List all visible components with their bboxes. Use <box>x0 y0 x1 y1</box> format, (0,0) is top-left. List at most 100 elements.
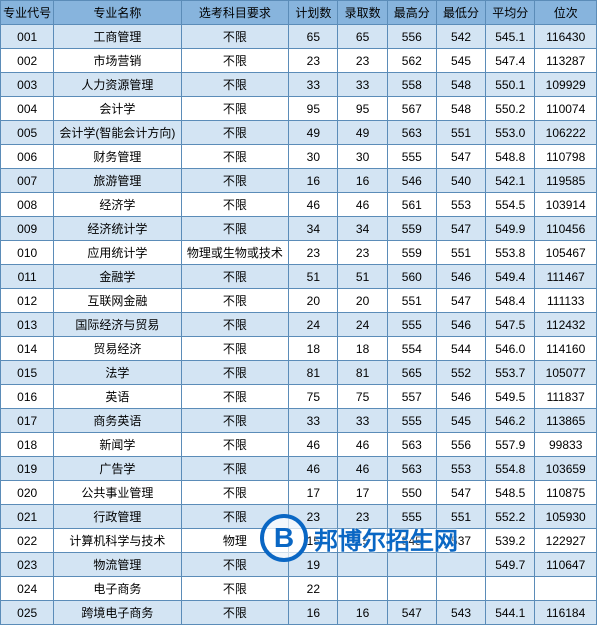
table-cell: 551 <box>436 121 485 145</box>
col-header: 专业名称 <box>54 1 181 25</box>
table-cell: 不限 <box>181 433 289 457</box>
table-cell: 电子商务 <box>54 577 181 601</box>
table-row: 024电子商务不限22 <box>1 577 597 601</box>
table-cell: 563 <box>387 457 436 481</box>
table-cell: 34 <box>338 217 387 241</box>
table-row: 007旅游管理不限1616546540542.1119585 <box>1 169 597 193</box>
table-cell: 553.7 <box>486 361 535 385</box>
table-cell: 549.9 <box>486 217 535 241</box>
table-row: 018新闻学不限4646563556557.999833 <box>1 433 597 457</box>
table-cell: 546 <box>436 313 485 337</box>
table-cell: 114160 <box>535 337 597 361</box>
table-row: 008经济学不限4646561553554.5103914 <box>1 193 597 217</box>
table-cell: 545 <box>436 49 485 73</box>
table-cell: 99833 <box>535 433 597 457</box>
table-cell: 46 <box>338 193 387 217</box>
table-cell: 46 <box>338 457 387 481</box>
table-cell: 018 <box>1 433 54 457</box>
table-cell: 16 <box>289 601 338 625</box>
table-cell: 551 <box>387 289 436 313</box>
table-cell: 556 <box>436 433 485 457</box>
table-cell: 537 <box>436 529 485 553</box>
table-cell: 544.1 <box>486 601 535 625</box>
table-cell: 539.2 <box>486 529 535 553</box>
table-row: 025跨境电子商务不限1616547543544.1116184 <box>1 601 597 625</box>
table-cell: 75 <box>289 385 338 409</box>
table-cell <box>436 577 485 601</box>
table-cell: 不限 <box>181 121 289 145</box>
table-cell: 行政管理 <box>54 505 181 529</box>
table-row: 001工商管理不限6565556542545.1116430 <box>1 25 597 49</box>
table-cell: 经济学 <box>54 193 181 217</box>
table-cell: 545 <box>436 409 485 433</box>
table-row: 022计算机科学与技术物理1515545537539.2122927 <box>1 529 597 553</box>
table-cell: 017 <box>1 409 54 433</box>
table-row: 021行政管理不限2323555551552.2105930 <box>1 505 597 529</box>
table-cell: 81 <box>338 361 387 385</box>
table-cell: 553 <box>436 457 485 481</box>
table-cell: 不限 <box>181 601 289 625</box>
table-cell: 不限 <box>181 553 289 577</box>
table-cell: 95 <box>338 97 387 121</box>
table-cell: 商务英语 <box>54 409 181 433</box>
table-cell: 021 <box>1 505 54 529</box>
table-cell: 561 <box>387 193 436 217</box>
table-cell: 111133 <box>535 289 597 313</box>
table-row: 004会计学不限9595567548550.2110074 <box>1 97 597 121</box>
table-cell: 023 <box>1 553 54 577</box>
table-row: 019广告学不限4646563553554.8103659 <box>1 457 597 481</box>
table-cell: 23 <box>289 49 338 73</box>
table-cell: 548 <box>436 97 485 121</box>
col-header: 最高分 <box>387 1 436 25</box>
table-cell: 546 <box>387 169 436 193</box>
table-cell: 555 <box>387 505 436 529</box>
table-cell: 122927 <box>535 529 597 553</box>
table-cell: 547 <box>387 601 436 625</box>
table-cell: 30 <box>338 145 387 169</box>
table-cell: 552 <box>436 361 485 385</box>
table-cell: 105467 <box>535 241 597 265</box>
table-cell: 物理 <box>181 529 289 553</box>
table-cell: 23 <box>338 241 387 265</box>
table-cell: 004 <box>1 97 54 121</box>
table-cell: 65 <box>338 25 387 49</box>
table-cell: 物流管理 <box>54 553 181 577</box>
table-cell: 会计学(智能会计方向) <box>54 121 181 145</box>
table-cell: 546.0 <box>486 337 535 361</box>
table-cell: 英语 <box>54 385 181 409</box>
table-cell: 550 <box>387 481 436 505</box>
table-cell: 不限 <box>181 481 289 505</box>
table-cell: 不限 <box>181 313 289 337</box>
table-cell: 不限 <box>181 289 289 313</box>
table-cell: 002 <box>1 49 54 73</box>
table-cell <box>387 553 436 577</box>
table-cell: 549.7 <box>486 553 535 577</box>
table-cell: 112432 <box>535 313 597 337</box>
table-cell: 16 <box>338 601 387 625</box>
table-cell: 560 <box>387 265 436 289</box>
table-cell: 33 <box>338 409 387 433</box>
table-row: 017商务英语不限3333555545546.2113865 <box>1 409 597 433</box>
table-cell: 65 <box>289 25 338 49</box>
table-cell: 548 <box>436 73 485 97</box>
table-cell: 106222 <box>535 121 597 145</box>
table-cell: 006 <box>1 145 54 169</box>
table-cell: 46 <box>289 433 338 457</box>
table-cell: 552.2 <box>486 505 535 529</box>
table-cell: 545.1 <box>486 25 535 49</box>
table-cell: 111837 <box>535 385 597 409</box>
table-row: 020公共事业管理不限1717550547548.5110875 <box>1 481 597 505</box>
table-row: 023物流管理不限19549.7110647 <box>1 553 597 577</box>
table-cell: 24 <box>338 313 387 337</box>
table-cell: 565 <box>387 361 436 385</box>
table-cell: 540 <box>436 169 485 193</box>
table-cell: 116430 <box>535 25 597 49</box>
table-cell: 110875 <box>535 481 597 505</box>
table-cell: 019 <box>1 457 54 481</box>
table-cell: 15 <box>338 529 387 553</box>
table-cell <box>338 577 387 601</box>
table-cell: 16 <box>338 169 387 193</box>
table-cell: 555 <box>387 313 436 337</box>
table-cell: 110074 <box>535 97 597 121</box>
table-cell: 010 <box>1 241 54 265</box>
